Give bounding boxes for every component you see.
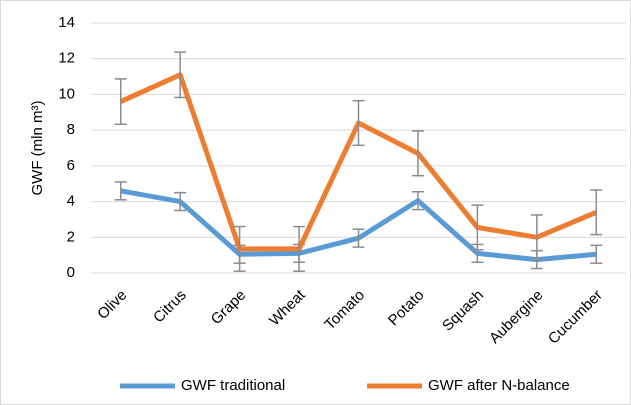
- error-bar: [114, 181, 127, 201]
- legend-label: GWF after N-balance: [428, 377, 570, 394]
- y-tick-label: 0: [67, 264, 75, 281]
- error-bar: [233, 225, 246, 272]
- error-bar: [590, 244, 603, 264]
- error-bar: [293, 225, 306, 272]
- y-tick-label: 12: [58, 50, 75, 67]
- error-bar: [471, 204, 484, 251]
- y-tick-label: 6: [67, 157, 75, 174]
- y-axis-label: GWF (mln m³): [29, 101, 46, 196]
- error-bar: [352, 99, 365, 147]
- error-bar: [174, 51, 187, 99]
- error-bar: [590, 189, 603, 236]
- y-tick-label: 2: [67, 228, 75, 245]
- error-bar: [411, 130, 424, 177]
- error-bar: [530, 214, 543, 261]
- y-tick-label: 4: [67, 193, 75, 210]
- error-bar: [174, 191, 187, 212]
- error-bar: [352, 228, 365, 248]
- y-tick-label: 8: [67, 121, 75, 138]
- legend-label: GWF traditional: [181, 377, 285, 394]
- y-tick-label: 10: [58, 85, 75, 102]
- error-bar: [114, 78, 127, 125]
- error-bar: [411, 191, 424, 211]
- y-tick-label: 14: [58, 14, 75, 31]
